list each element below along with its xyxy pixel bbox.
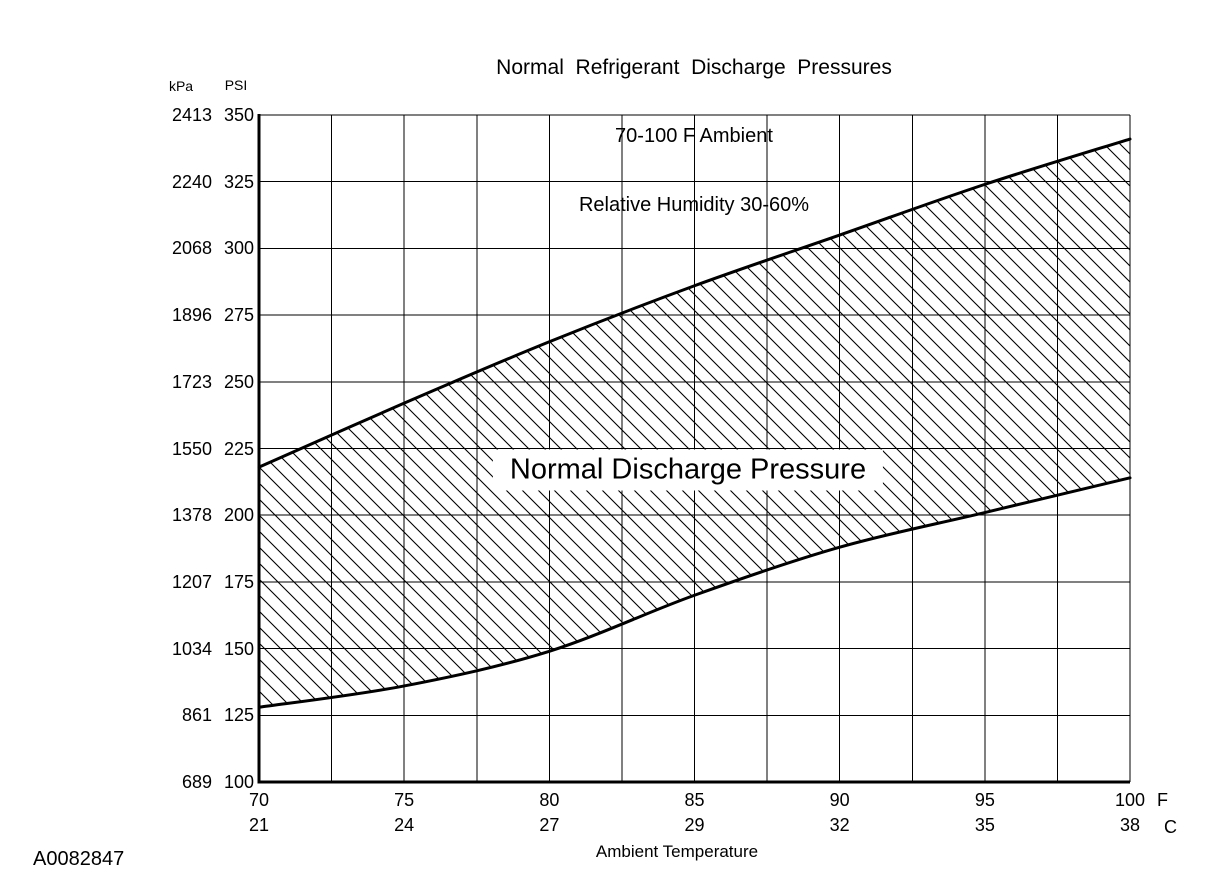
y-tick-psi: 225	[223, 438, 254, 459]
y-tick-kpa: 1723	[171, 371, 212, 392]
y-tick-psi: 200	[223, 505, 254, 526]
x-tick-fahrenheit: 95	[974, 790, 995, 810]
x-tick-celsius: 38	[1119, 815, 1141, 835]
y-axis-unit-psi: PSI	[224, 77, 248, 93]
y-tick-psi: 150	[223, 638, 254, 659]
y-tick-kpa: 1378	[171, 505, 212, 526]
y-tick-kpa: 2413	[171, 105, 212, 125]
y-tick-psi: 300	[223, 238, 254, 259]
x-tick-celsius: 27	[539, 815, 560, 835]
y-tick-kpa: 2068	[171, 238, 212, 259]
upper-limit-line	[257, 137, 1132, 469]
y-axis-unit-kpa: kPa	[168, 78, 194, 94]
figure-id: A0082847	[33, 848, 125, 870]
x-tick-celsius: 35	[974, 815, 995, 835]
normal-pressure-band	[259, 139, 1130, 708]
x-tick-fahrenheit: 85	[684, 790, 705, 810]
x-tick-celsius: 21	[248, 815, 270, 835]
y-tick-psi: 175	[223, 571, 254, 592]
y-tick-kpa: 2240	[171, 171, 212, 192]
y-tick-kpa: 1034	[171, 638, 212, 659]
band-label: Normal Discharge Pressure	[492, 449, 884, 491]
y-tick-kpa: 689	[181, 772, 212, 792]
y-tick-kpa: 1550	[171, 438, 212, 459]
x-axis-unit-fahrenheit: F	[1157, 790, 1168, 810]
x-axis-unit-celsius: C	[1164, 817, 1177, 837]
x-tick-fahrenheit: 90	[829, 790, 850, 810]
x-tick-fahrenheit: 75	[394, 790, 415, 810]
chart-subtitle-humidity: Relative Humidity 30-60%	[578, 194, 810, 216]
y-tick-psi: 350	[223, 105, 254, 125]
x-tick-celsius: 24	[394, 815, 415, 835]
x-tick-fahrenheit: 80	[539, 790, 560, 810]
x-tick-celsius: 29	[684, 815, 705, 835]
chart-title-block: Normal Refrigerant Discharge Pressures 7…	[496, 15, 892, 258]
x-tick-fahrenheit: 70	[248, 790, 270, 810]
y-tick-psi: 325	[223, 171, 254, 192]
y-tick-kpa: 1896	[171, 305, 212, 326]
y-tick-psi: 275	[223, 305, 254, 326]
lower-limit-line	[257, 476, 1132, 709]
y-tick-kpa: 861	[181, 705, 212, 726]
x-axis-title: Ambient Temperature	[595, 842, 759, 861]
y-tick-psi: 100	[223, 772, 254, 792]
chart-subtitle-ambient: 70-100 F Ambient	[615, 125, 773, 147]
x-tick-celsius: 32	[829, 815, 850, 835]
y-tick-kpa: 1207	[171, 571, 212, 592]
y-tick-psi: 250	[223, 371, 254, 392]
chart-title: Normal Refrigerant Discharge Pressures	[496, 56, 892, 79]
y-tick-psi: 125	[223, 705, 254, 726]
x-tick-fahrenheit: 100	[1114, 790, 1146, 810]
